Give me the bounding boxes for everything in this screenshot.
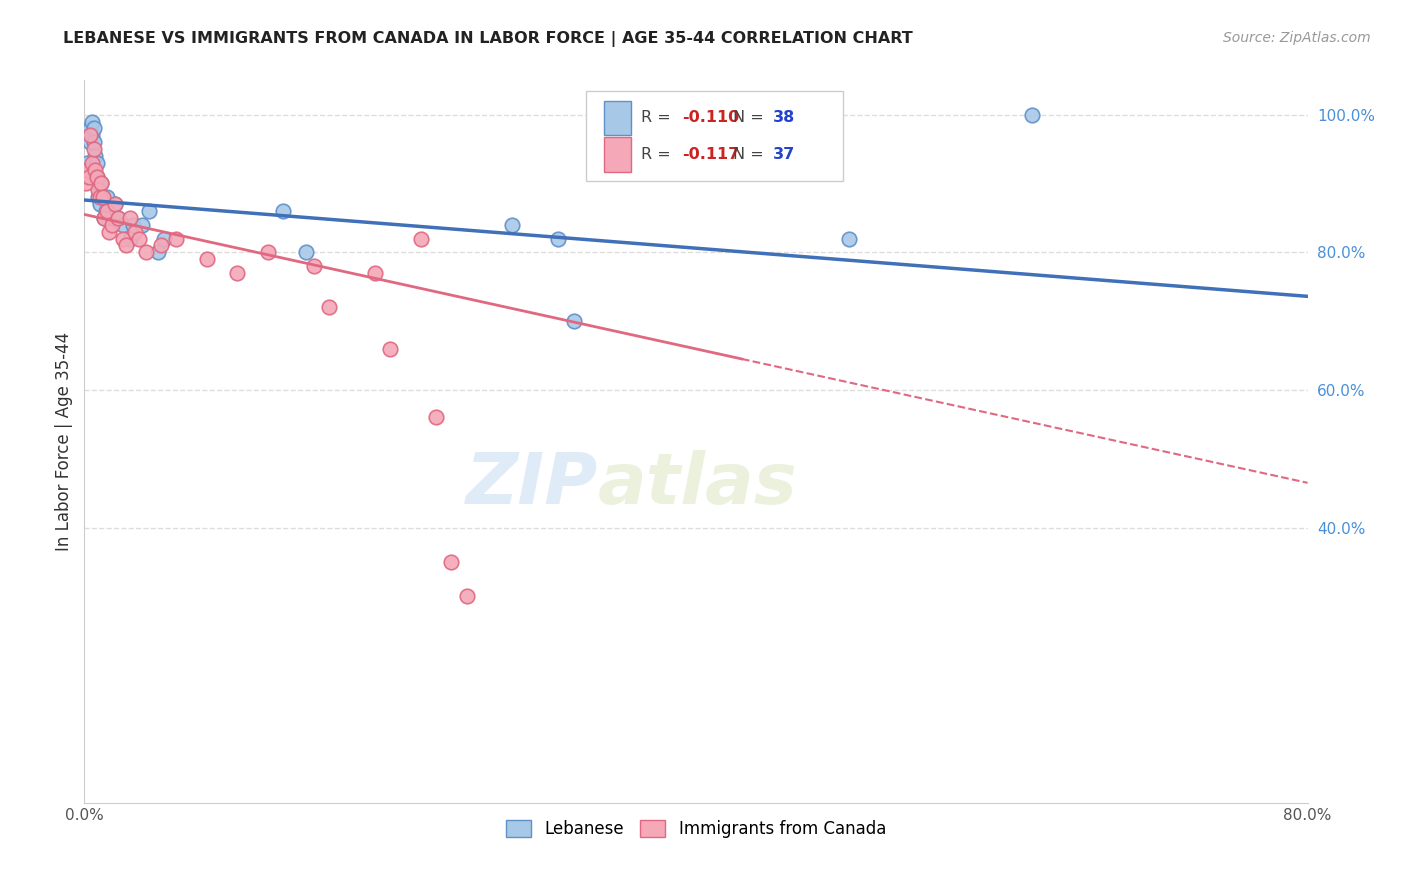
Point xyxy=(87,177,110,191)
Point xyxy=(90,177,112,191)
Point xyxy=(425,410,447,425)
Point xyxy=(146,245,169,260)
Point xyxy=(101,211,124,225)
Point xyxy=(94,204,117,219)
Legend: Lebanese, Immigrants from Canada: Lebanese, Immigrants from Canada xyxy=(499,814,893,845)
Point xyxy=(79,121,101,136)
Point xyxy=(77,169,100,184)
Point xyxy=(124,225,146,239)
Point xyxy=(165,231,187,245)
Y-axis label: In Labor Force | Age 35-44: In Labor Force | Age 35-44 xyxy=(55,332,73,551)
Point xyxy=(89,190,111,204)
Text: 37: 37 xyxy=(773,147,796,162)
Point xyxy=(562,314,585,328)
Point xyxy=(195,252,218,267)
Point xyxy=(83,135,105,149)
Point xyxy=(111,231,134,245)
Point xyxy=(75,169,97,184)
Text: -0.117: -0.117 xyxy=(682,147,740,162)
Text: R =: R = xyxy=(641,147,676,162)
FancyBboxPatch shape xyxy=(605,101,631,136)
Point xyxy=(502,218,524,232)
Text: R =: R = xyxy=(641,111,676,126)
Point xyxy=(257,245,280,260)
Point xyxy=(84,149,107,163)
Point xyxy=(226,266,249,280)
Point xyxy=(75,177,97,191)
Point xyxy=(91,190,114,204)
Point xyxy=(90,177,112,191)
Point xyxy=(97,225,120,239)
Text: LEBANESE VS IMMIGRANTS FROM CANADA IN LABOR FORCE | AGE 35-44 CORRELATION CHART: LEBANESE VS IMMIGRANTS FROM CANADA IN LA… xyxy=(63,31,912,47)
Point xyxy=(83,142,105,156)
Point xyxy=(93,211,115,225)
Point xyxy=(79,128,101,143)
Point xyxy=(153,231,176,245)
Point xyxy=(131,218,153,232)
Point xyxy=(80,114,103,128)
Point xyxy=(101,218,124,232)
Point xyxy=(838,231,860,245)
Point xyxy=(114,238,136,252)
Point xyxy=(104,197,127,211)
Point xyxy=(107,211,129,225)
Point xyxy=(86,169,108,184)
Text: -0.110: -0.110 xyxy=(682,111,740,126)
Point xyxy=(79,135,101,149)
Point xyxy=(271,204,294,219)
Point xyxy=(302,259,325,273)
Point xyxy=(76,162,98,177)
Point xyxy=(135,245,157,260)
Point xyxy=(104,197,127,211)
Point xyxy=(149,238,172,252)
Point xyxy=(84,162,107,177)
Point xyxy=(295,245,318,260)
Point xyxy=(107,211,129,225)
Point xyxy=(128,231,150,245)
Point xyxy=(122,218,145,232)
Point xyxy=(138,204,160,219)
Point xyxy=(96,204,118,219)
FancyBboxPatch shape xyxy=(605,137,631,172)
Point xyxy=(76,156,98,170)
Point xyxy=(380,342,402,356)
Point xyxy=(111,218,134,232)
Point xyxy=(364,266,387,280)
Point xyxy=(84,169,107,184)
Point xyxy=(409,231,432,245)
Text: 38: 38 xyxy=(773,111,796,126)
Point xyxy=(83,121,105,136)
Point xyxy=(80,128,103,143)
Text: Source: ZipAtlas.com: Source: ZipAtlas.com xyxy=(1223,31,1371,45)
Point xyxy=(87,190,110,204)
Text: ZIP: ZIP xyxy=(465,450,598,519)
Point xyxy=(89,197,111,211)
Point xyxy=(80,156,103,170)
Point xyxy=(86,169,108,184)
Point xyxy=(77,162,100,177)
Point xyxy=(456,590,478,604)
Text: N =: N = xyxy=(733,147,769,162)
Point xyxy=(440,555,463,569)
Point xyxy=(93,211,115,225)
Point xyxy=(318,301,340,315)
FancyBboxPatch shape xyxy=(586,91,842,181)
Point xyxy=(87,183,110,197)
Point xyxy=(547,231,569,245)
Point xyxy=(120,231,142,245)
Point xyxy=(1021,108,1043,122)
Point xyxy=(96,190,118,204)
Point xyxy=(120,211,142,225)
Text: atlas: atlas xyxy=(598,450,797,519)
Point xyxy=(91,190,114,204)
Text: N =: N = xyxy=(733,111,769,126)
Point xyxy=(86,156,108,170)
